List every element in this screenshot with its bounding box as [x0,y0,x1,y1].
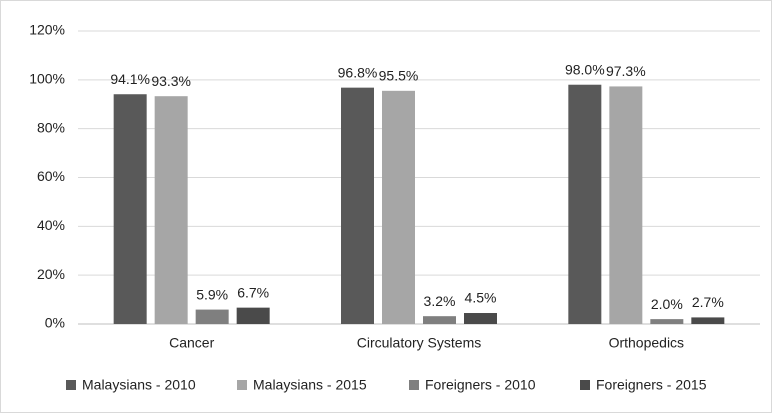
legend-label: Foreigners - 2015 [596,377,707,393]
y-tick-label: 20% [37,266,65,282]
legend-swatch [237,380,247,390]
data-label: 98.0% [565,61,605,77]
legend-swatch [580,380,590,390]
legend-swatch [66,380,76,390]
x-tick-label: Circulatory Systems [357,335,481,351]
legend-label: Malaysians - 2015 [253,377,367,393]
data-label: 5.9% [196,286,228,302]
y-tick-label: 60% [37,168,65,184]
legend-label: Malaysians - 2010 [82,377,196,393]
x-tick-label: Cancer [169,335,214,351]
bar [113,94,147,324]
legend-swatch [409,380,419,390]
bar [691,317,725,324]
data-label: 94.1% [110,71,150,87]
bar [154,96,188,324]
bar [236,307,270,324]
data-label: 95.5% [379,68,419,84]
data-label: 96.8% [338,64,378,80]
data-label: 93.3% [151,73,191,89]
legend-label: Foreigners - 2010 [425,377,536,393]
data-label: 4.5% [465,290,497,306]
data-label: 97.3% [606,63,646,79]
y-tick-label: 40% [37,217,65,233]
y-tick-label: 80% [37,119,65,135]
data-label: 2.0% [651,296,683,312]
bar [423,316,456,324]
y-tick-label: 120% [29,22,65,38]
y-tick-label: 100% [29,71,65,87]
bar [464,313,497,324]
bar [650,319,684,324]
y-tick-label: 0% [45,315,65,331]
data-label: 3.2% [424,293,456,309]
bar [609,86,643,324]
bar [568,84,602,324]
bar [382,90,415,324]
data-label: 2.7% [692,294,724,310]
x-tick-label: Orthopedics [609,335,684,351]
bar [341,87,374,324]
data-label: 6.7% [237,284,269,300]
bar [195,309,229,324]
